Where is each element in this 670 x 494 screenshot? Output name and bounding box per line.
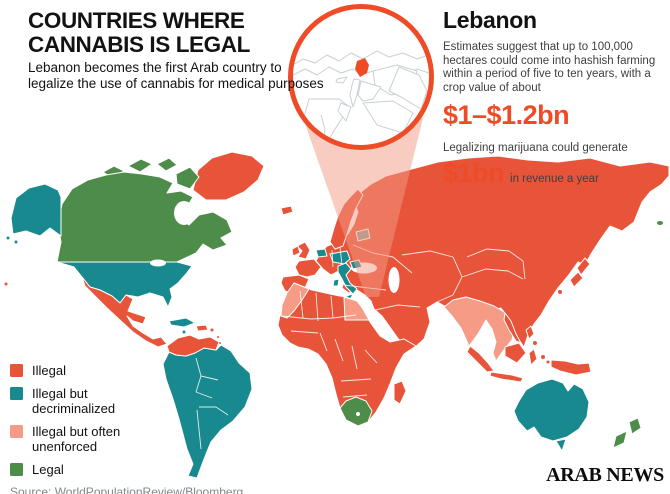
region-vietnam xyxy=(503,312,522,344)
philippine-island xyxy=(521,338,525,342)
region-australia xyxy=(513,378,590,442)
legend-label: Illegal xyxy=(32,363,66,378)
philippine-island xyxy=(533,341,537,345)
crop-value: $1–$1.2bn xyxy=(443,100,570,131)
bering-islet xyxy=(657,221,663,225)
region-sumatra xyxy=(466,345,495,373)
region-java xyxy=(489,371,524,383)
region-taiwan xyxy=(558,290,562,294)
inset-iraq-saudi xyxy=(388,66,428,110)
revenue-value: $1bn xyxy=(443,157,505,188)
region-colombia-venezuela xyxy=(166,334,220,357)
region-south-africa xyxy=(339,396,373,427)
inset-saudi-south xyxy=(362,100,414,134)
caspian-sea xyxy=(388,267,400,293)
region-alaska xyxy=(10,183,62,237)
legend-item-illegal: Illegal xyxy=(10,363,160,378)
legend-swatch-unenforced xyxy=(10,425,23,438)
region-mexico-central-america xyxy=(81,276,168,348)
inset-lebanon-highlight xyxy=(355,58,369,77)
aleutian-island xyxy=(14,240,18,244)
region-borneo xyxy=(504,342,527,364)
region-japan-south xyxy=(569,271,584,288)
region-tasmania xyxy=(555,438,567,452)
hudson-bay xyxy=(174,201,194,225)
revenue-lead: Legalizing marijuana could generate xyxy=(443,142,628,155)
region-canada xyxy=(56,171,233,263)
molucca-island xyxy=(546,360,550,364)
legend-swatch-decriminalized xyxy=(10,387,23,400)
legend-item-unenforced: Illegal but often unenforced xyxy=(10,424,160,454)
region-japan-north xyxy=(576,257,591,276)
inset-cyprus xyxy=(335,76,348,84)
region-canada-arctic-2 xyxy=(127,158,153,173)
arab-news-logo: ARAB NEWS xyxy=(546,464,664,486)
legend-swatch-legal xyxy=(10,463,23,476)
inset-israel xyxy=(349,78,361,108)
lebanon-heading: Lebanon xyxy=(443,7,537,33)
source-credit: Source: WorldPopulationReview/Bloomberg xyxy=(10,485,244,494)
region-jamaica xyxy=(182,330,186,334)
page-title: COUNTRIES WHERE CANNABIS IS LEGAL xyxy=(28,9,250,56)
legend-item-decriminalized: Illegal but decriminalized xyxy=(10,386,160,416)
region-south-america xyxy=(162,344,253,479)
legend-item-legal: Legal xyxy=(10,462,160,477)
region-india-seasia-salmon xyxy=(443,296,515,362)
lebanon-panel: Lebanon Estimates suggest that up to 100… xyxy=(443,7,663,189)
region-greenland xyxy=(192,151,265,201)
map-legend: Illegal Illegal but decriminalized Illeg… xyxy=(10,363,243,494)
region-cuba xyxy=(168,317,196,328)
page-subtitle: Lebanon becomes the first Arab country t… xyxy=(28,60,324,91)
revenue-suffix: in revenue a year xyxy=(510,172,599,185)
region-new-zealand-north xyxy=(628,417,642,435)
lebanon-body-text: Estimates suggest that up to 100,000 hec… xyxy=(443,41,656,94)
legend-label: Legal xyxy=(32,462,64,477)
region-sulawesi xyxy=(528,348,538,366)
molucca-island xyxy=(541,355,545,359)
legend-label: Illegal but often unenforced xyxy=(32,424,121,454)
legend-label: Illegal but decriminalized xyxy=(32,386,116,416)
region-philippines xyxy=(525,325,535,340)
region-new-guinea xyxy=(550,359,592,376)
region-hispaniola xyxy=(195,324,209,332)
caribbean-island xyxy=(217,336,219,338)
hawaii xyxy=(4,282,8,286)
region-egypt xyxy=(343,296,370,321)
great-lakes xyxy=(150,259,166,267)
caribbean-island xyxy=(219,342,221,344)
region-iceland xyxy=(280,205,294,216)
region-madagascar xyxy=(393,380,407,405)
caribbean-island xyxy=(210,328,214,332)
inset-jordan xyxy=(357,80,382,102)
lebanon-inset-map xyxy=(293,50,429,145)
lesotho xyxy=(356,412,360,416)
region-canada-baffin xyxy=(175,166,200,190)
title-line-2: CANNABIS IS LEGAL xyxy=(28,31,250,57)
region-new-zealand-south xyxy=(612,430,628,449)
legend-swatch-illegal xyxy=(10,364,23,377)
aleutian-island xyxy=(6,236,10,240)
region-sardinia xyxy=(332,278,340,287)
region-benelux xyxy=(315,248,328,258)
region-canada-arctic-3 xyxy=(156,157,178,172)
revenue-line: $1bn in revenue a year xyxy=(443,158,663,189)
region-ireland xyxy=(291,245,301,257)
title-line-1: COUNTRIES WHERE xyxy=(28,8,245,33)
